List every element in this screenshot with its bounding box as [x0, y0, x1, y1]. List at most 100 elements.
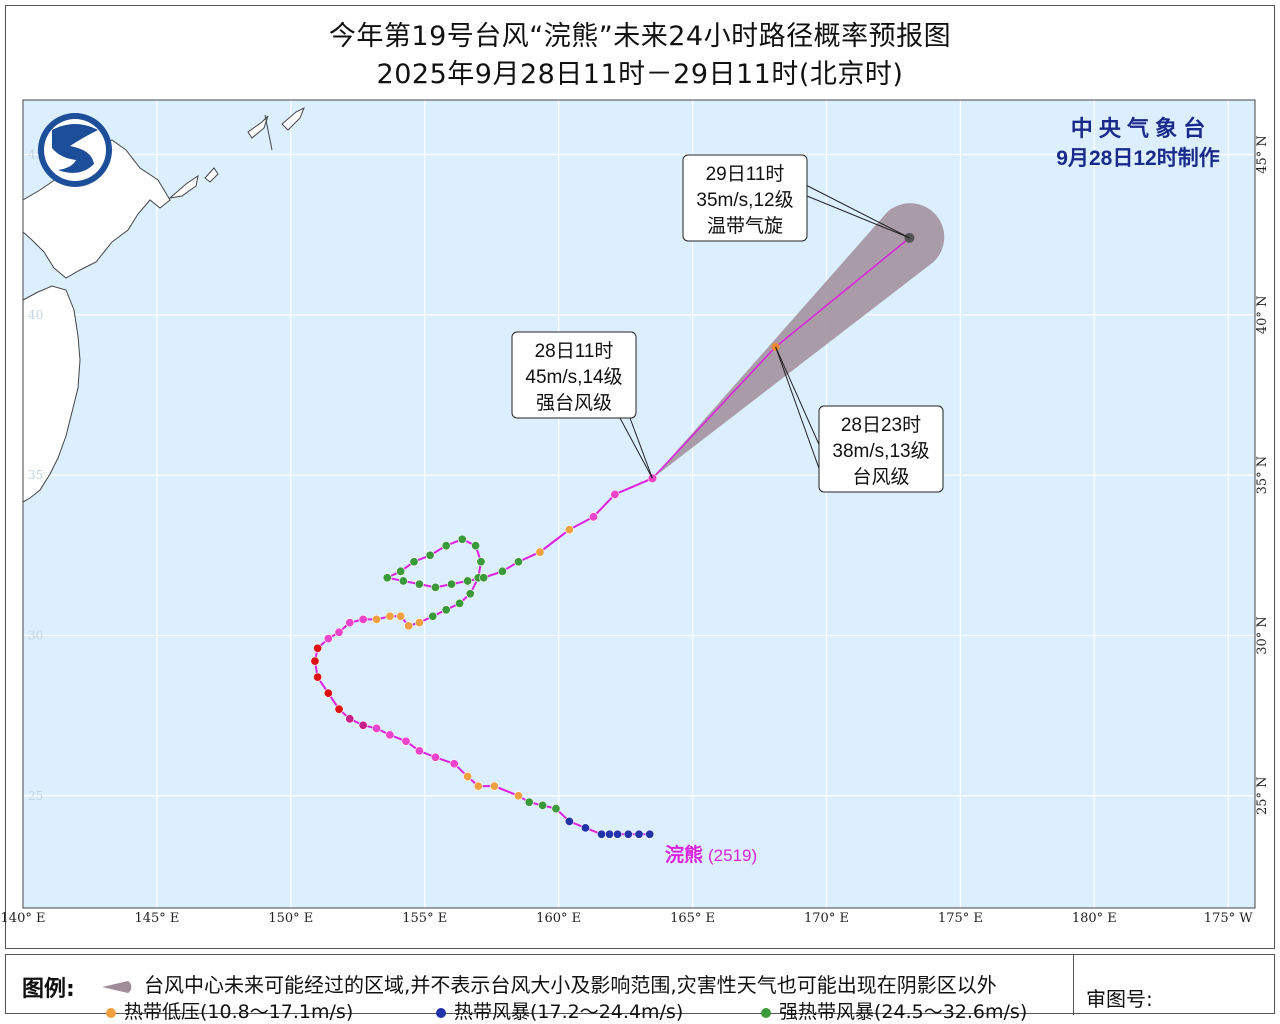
cone-swatch-icon [102, 981, 132, 993]
track-point [634, 829, 644, 839]
agency-name: 中 央 气 象 台 [1071, 116, 1205, 141]
callout-text: 38m/s,13级 [832, 440, 929, 462]
track-point [605, 829, 615, 839]
map-border [22, 99, 1256, 909]
track-point [345, 618, 355, 628]
track-point [401, 736, 411, 746]
callout-text: 台风级 [852, 466, 909, 488]
track-point [430, 582, 440, 592]
callout-text: 强台风级 [536, 392, 612, 414]
storm-name-label: 浣熊 [665, 843, 703, 866]
track-point [455, 598, 465, 608]
track-point [385, 730, 395, 740]
track-point [479, 573, 489, 583]
track-point [310, 656, 320, 666]
lon-tick-label: 150° E [268, 911, 313, 926]
agency-made-time: 9月28日12时制作 [1056, 146, 1219, 170]
track-point [476, 557, 486, 567]
land-masses [23, 106, 305, 503]
track-point [345, 714, 355, 724]
map-title: 今年第19号台风“浣熊”未来24小时路径概率预报图 [328, 21, 952, 52]
track-point [323, 688, 333, 698]
lon-tick-label: 140° E [1, 911, 46, 926]
forecast-probability-cone [652, 203, 945, 479]
track-point [524, 797, 534, 807]
lat-tick-label: 25° N [1255, 776, 1270, 815]
track-point [334, 704, 344, 714]
track-point [588, 512, 598, 522]
track-point [334, 627, 344, 637]
lon-tick-label: 170° E [804, 911, 849, 926]
track-point [465, 589, 475, 599]
lat-tick-label: 45° N [1255, 135, 1270, 174]
track-point [597, 829, 607, 839]
track-point [463, 772, 473, 782]
callout-box [511, 331, 637, 419]
callout-box [682, 154, 808, 242]
lat-tick-label: 40° N [1255, 296, 1270, 335]
track-point [372, 614, 382, 624]
lat-tick-label: 30° N [1255, 616, 1270, 655]
track-point [441, 541, 451, 551]
track-point [414, 746, 424, 756]
track-point [409, 557, 419, 567]
sts-dot-icon [761, 1007, 771, 1018]
track-point [396, 566, 406, 576]
track-point [463, 576, 473, 586]
legend-cone-text: 台风中心未来可能经过的区域,并不表示台风大小及影响范围,灾害性天气也可能出现在阴… [144, 973, 997, 997]
track-point [489, 781, 499, 791]
track-point [610, 489, 620, 499]
track-point [404, 621, 414, 631]
storm-id-label: (2519) [708, 846, 757, 865]
callout-leader-line [799, 181, 910, 239]
typhoon-track [310, 232, 915, 839]
track-point [313, 643, 323, 653]
lat-tick-label-left: 40 [28, 308, 43, 322]
callout-text: 28日11时 [535, 340, 614, 362]
callout-leader-line [619, 417, 653, 479]
track-point [580, 823, 590, 833]
track-point [613, 829, 623, 839]
lon-tick-label: 175° E [938, 911, 983, 926]
track-point [430, 752, 440, 762]
track-point [358, 720, 368, 730]
kuril-line [264, 114, 273, 151]
legend-item-label: 热带低压(10.8～17.1m/s) [124, 1001, 354, 1023]
track-point [372, 723, 382, 733]
lon-tick-label: 180° E [1072, 911, 1117, 926]
lat-tick-label-left: 35 [28, 468, 43, 482]
lon-tick-label: 175° W [1204, 911, 1253, 926]
forecast-cone [652, 203, 945, 479]
track-point [497, 566, 507, 576]
track-point [313, 672, 323, 682]
track-point [414, 579, 424, 589]
honshu-island [23, 285, 81, 503]
track-point [382, 573, 392, 583]
lon-tick-label: 160° E [536, 911, 581, 926]
callout-text: 45m/s,14级 [525, 366, 622, 388]
legend-item-sts: 强热带风暴(24.5～32.6m/s) [761, 997, 1027, 1024]
track-point [449, 759, 459, 769]
td-dot-icon [106, 1007, 116, 1018]
track-point [538, 800, 548, 810]
callout-text: 温带气旋 [707, 215, 783, 237]
legend-label: 图例: [22, 977, 75, 1002]
kuril-islands [168, 106, 305, 199]
typhoon-map: 140° E 145° E 150° E 155° E 160° E 165° E 170°… [1, 99, 1270, 926]
map-subtitle: 2025年9月28日11时－29日11时(北京时) [376, 59, 904, 90]
callout-leader-line [775, 346, 822, 475]
track-point [535, 547, 545, 557]
track-point [441, 605, 451, 615]
legend-divider [1073, 955, 1074, 1015]
lat-tick-label-left: 30 [28, 628, 43, 642]
lat-lon-grid [23, 100, 1255, 908]
lon-tick-label: 165° E [670, 911, 715, 926]
callout-leader-line [629, 417, 653, 479]
track-point [323, 634, 333, 644]
track-point [513, 791, 523, 801]
legend-item-ts: 热带风暴(17.2～24.4m/s) [436, 997, 683, 1024]
review-number-label: 审图号: [1086, 987, 1153, 1011]
track-point [398, 576, 408, 586]
track-point [385, 611, 395, 621]
ocean-area [23, 100, 1255, 908]
